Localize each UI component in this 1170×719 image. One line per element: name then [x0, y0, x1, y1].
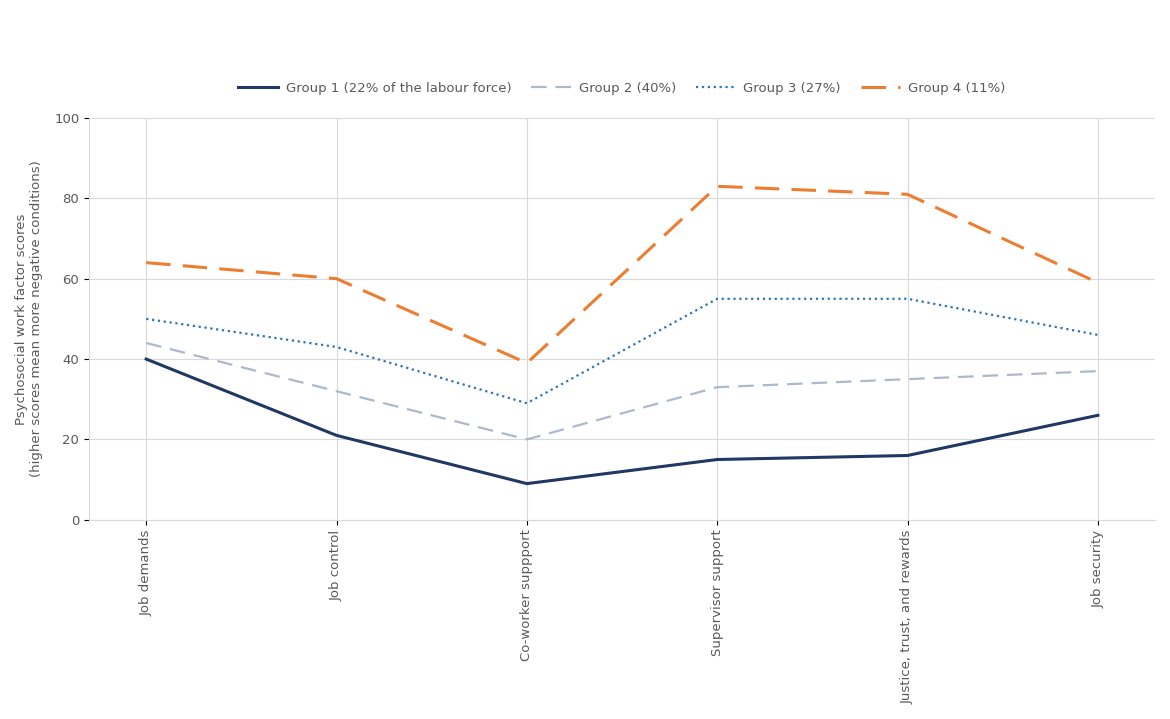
- Legend: Group 1 (22% of the labour force), Group 2 (40%), Group 3 (27%), Group 4 (11%): Group 1 (22% of the labour force), Group…: [233, 76, 1011, 100]
- Y-axis label: Psychosocial work factor scores
(higher scores mean more negative conditions): Psychosocial work factor scores (higher …: [15, 160, 43, 477]
